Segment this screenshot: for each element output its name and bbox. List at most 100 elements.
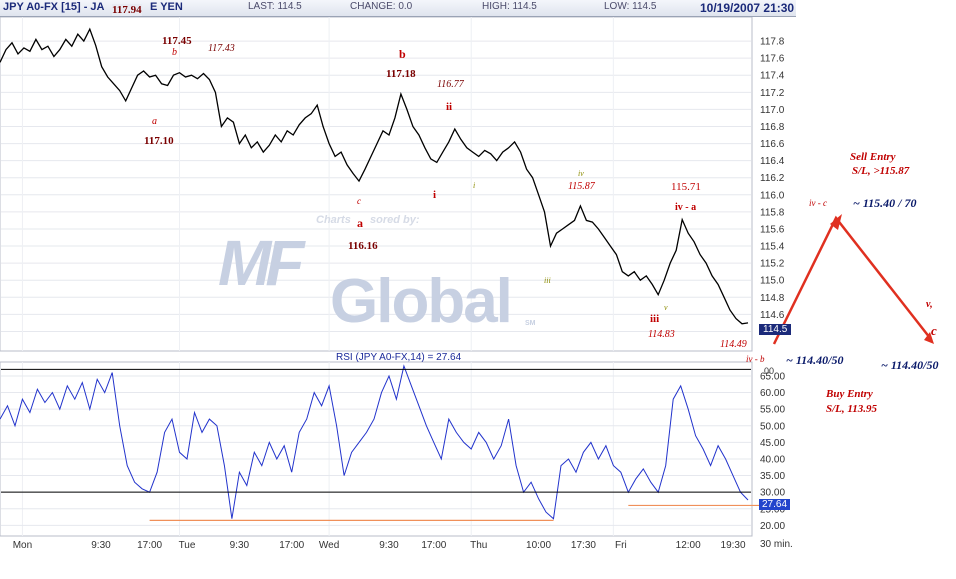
label-c-1: c: [357, 196, 361, 206]
v-label: v,: [926, 299, 933, 310]
x-tick-label: 9:30: [230, 540, 250, 551]
label-116-16: 116.16: [348, 240, 378, 252]
x-axis: Mon 9:30 17:00 Tue 9:30 17:00 Wed 9:30 17:00 Thu 1…: [13, 540, 746, 551]
rsi-top-tick: 00: [764, 366, 775, 376]
x-tick-label: 17:00: [279, 540, 304, 551]
x-tick-label: Tue: [179, 540, 196, 551]
label-v-olive: v: [664, 303, 668, 312]
price-tick-label: 116.6: [760, 139, 785, 150]
x-unit-label: 30 min.: [760, 539, 793, 550]
label-114-83: 114.83: [648, 329, 675, 340]
sell-stop-loss-label: S/L, >115.87: [852, 165, 910, 177]
rsi-tick-label: 30.00: [760, 488, 785, 499]
projection-zigzag: [772, 215, 931, 345]
buy-entry-label: Buy Entry: [826, 388, 873, 400]
last-label: LAST: 114.5: [248, 1, 302, 12]
label-117-94: 117.94: [112, 4, 142, 16]
rsi-tick-label: 65.00: [760, 371, 785, 382]
label-iii-red: iii: [650, 313, 660, 325]
price-tick-label: 117.6: [760, 54, 785, 65]
projection-arrowhead-down: [924, 332, 934, 344]
label-iii-olive: iii: [544, 276, 551, 285]
price-y-axis: 117.8 117.6 117.4 117.2 117.0 116.8 116.6 116.4…: [760, 37, 785, 338]
c-label: c: [931, 323, 937, 338]
rsi-panel: [0, 361, 753, 537]
x-tick-label: Thu: [470, 540, 487, 551]
label-i-red: i: [433, 189, 437, 201]
price-tick-label: 116.4: [760, 156, 785, 167]
price-tick-label: 117.0: [760, 105, 785, 116]
x-tick-label: Fri: [615, 540, 627, 551]
label-iv-olive: iv: [578, 169, 584, 178]
label-a-2: a: [357, 216, 363, 230]
watermark-line2: sored by:: [370, 214, 420, 226]
rsi-tick-label: 35.00: [760, 471, 785, 482]
x-tick-label: Mon: [13, 540, 32, 551]
price-tick-label: 117.4: [760, 71, 785, 82]
rsi-title: RSI (JPY A0-FX,14) = 27.64: [336, 352, 462, 363]
x-tick-label: 9:30: [379, 540, 399, 551]
label-a-1: a: [152, 116, 157, 127]
rsi-reference-lines: [1, 368, 790, 521]
price-tick-label: 114.8: [760, 293, 785, 304]
label-b-2: b: [399, 47, 406, 61]
price-tick-label: 116.2: [760, 173, 785, 184]
price-tick-label: 117.2: [760, 88, 785, 99]
buy-stop-loss-label: S/L, 113.95: [826, 403, 878, 415]
x-tick-label: 19:30: [721, 540, 746, 551]
x-tick-label: Wed: [319, 540, 339, 551]
x-tick-label: 17:00: [137, 540, 162, 551]
projection-lines: [772, 214, 934, 345]
label-iv-b: iv - b: [746, 354, 765, 364]
price-tick-label: 114.6: [760, 310, 785, 321]
rsi-series-line: [0, 364, 749, 520]
rsi-tick-label: 50.00: [760, 421, 785, 432]
price-tick-label: 115.2: [760, 259, 785, 270]
watermark-line1: Charts: [316, 214, 351, 226]
rsi-tick-label: 45.00: [760, 438, 785, 449]
price-tick-label: 117.8: [760, 37, 785, 48]
label-115-71: 115.71: [671, 181, 701, 193]
label-ii: ii: [446, 101, 453, 113]
label-i-olive: i: [473, 181, 476, 190]
label-117-18: 117.18: [386, 68, 416, 80]
x-tick-label: 10:00: [526, 540, 551, 551]
rsi-tick-label: 60.00: [760, 388, 785, 399]
price-series-line: [0, 27, 749, 325]
label-117-43: 117.43: [208, 43, 235, 54]
label-115-87: 115.87: [568, 181, 595, 192]
label-b-1: b: [172, 47, 177, 58]
watermark-brand-top: MF: [218, 227, 304, 299]
price-grid: [1, 17, 751, 351]
price-tick-label: 115.8: [760, 207, 785, 218]
x-tick-label: 12:00: [676, 540, 701, 551]
price-tick-label: 115.6: [760, 224, 785, 235]
iv-c-label: iv - c: [809, 198, 827, 208]
rsi-tick-label: 40.00: [760, 454, 785, 465]
sell-entry-label: Sell Entry: [850, 151, 896, 163]
price-tick-label: 115.0: [760, 276, 785, 287]
label-iv-a: iv - a: [675, 202, 697, 213]
price-tick-label: 116.0: [760, 190, 785, 201]
x-tick-label: 9:30: [91, 540, 111, 551]
x-tick-label: 17:30: [571, 540, 596, 551]
symbol-tail-label: E YEN: [150, 1, 183, 13]
change-label: CHANGE: 0.0: [350, 1, 413, 12]
low-label: LOW: 114.5: [604, 1, 657, 12]
label-116-77: 116.77: [437, 79, 464, 90]
label-117-10: 117.10: [144, 135, 174, 147]
rsi-last-badge: 27.64: [759, 499, 791, 510]
projection-arrowhead-up: [830, 214, 842, 230]
quote-header: [0, 0, 796, 17]
price-last-badge: 114.5: [759, 324, 792, 335]
rsi-tick-label: 55.00: [760, 405, 785, 416]
price-tick-label: 116.8: [760, 122, 785, 133]
target-low-left-label: ~ 114.40/50: [786, 353, 844, 367]
datetime-label: 10/19/2007 21:30: [700, 1, 795, 15]
label-117-45: 117.45: [162, 35, 192, 47]
high-label: HIGH: 114.5: [482, 1, 537, 12]
price-panel: [0, 16, 753, 352]
price-tick-label: 115.4: [760, 242, 785, 253]
target-low-right-label: ~ 114.40/50: [881, 358, 939, 372]
